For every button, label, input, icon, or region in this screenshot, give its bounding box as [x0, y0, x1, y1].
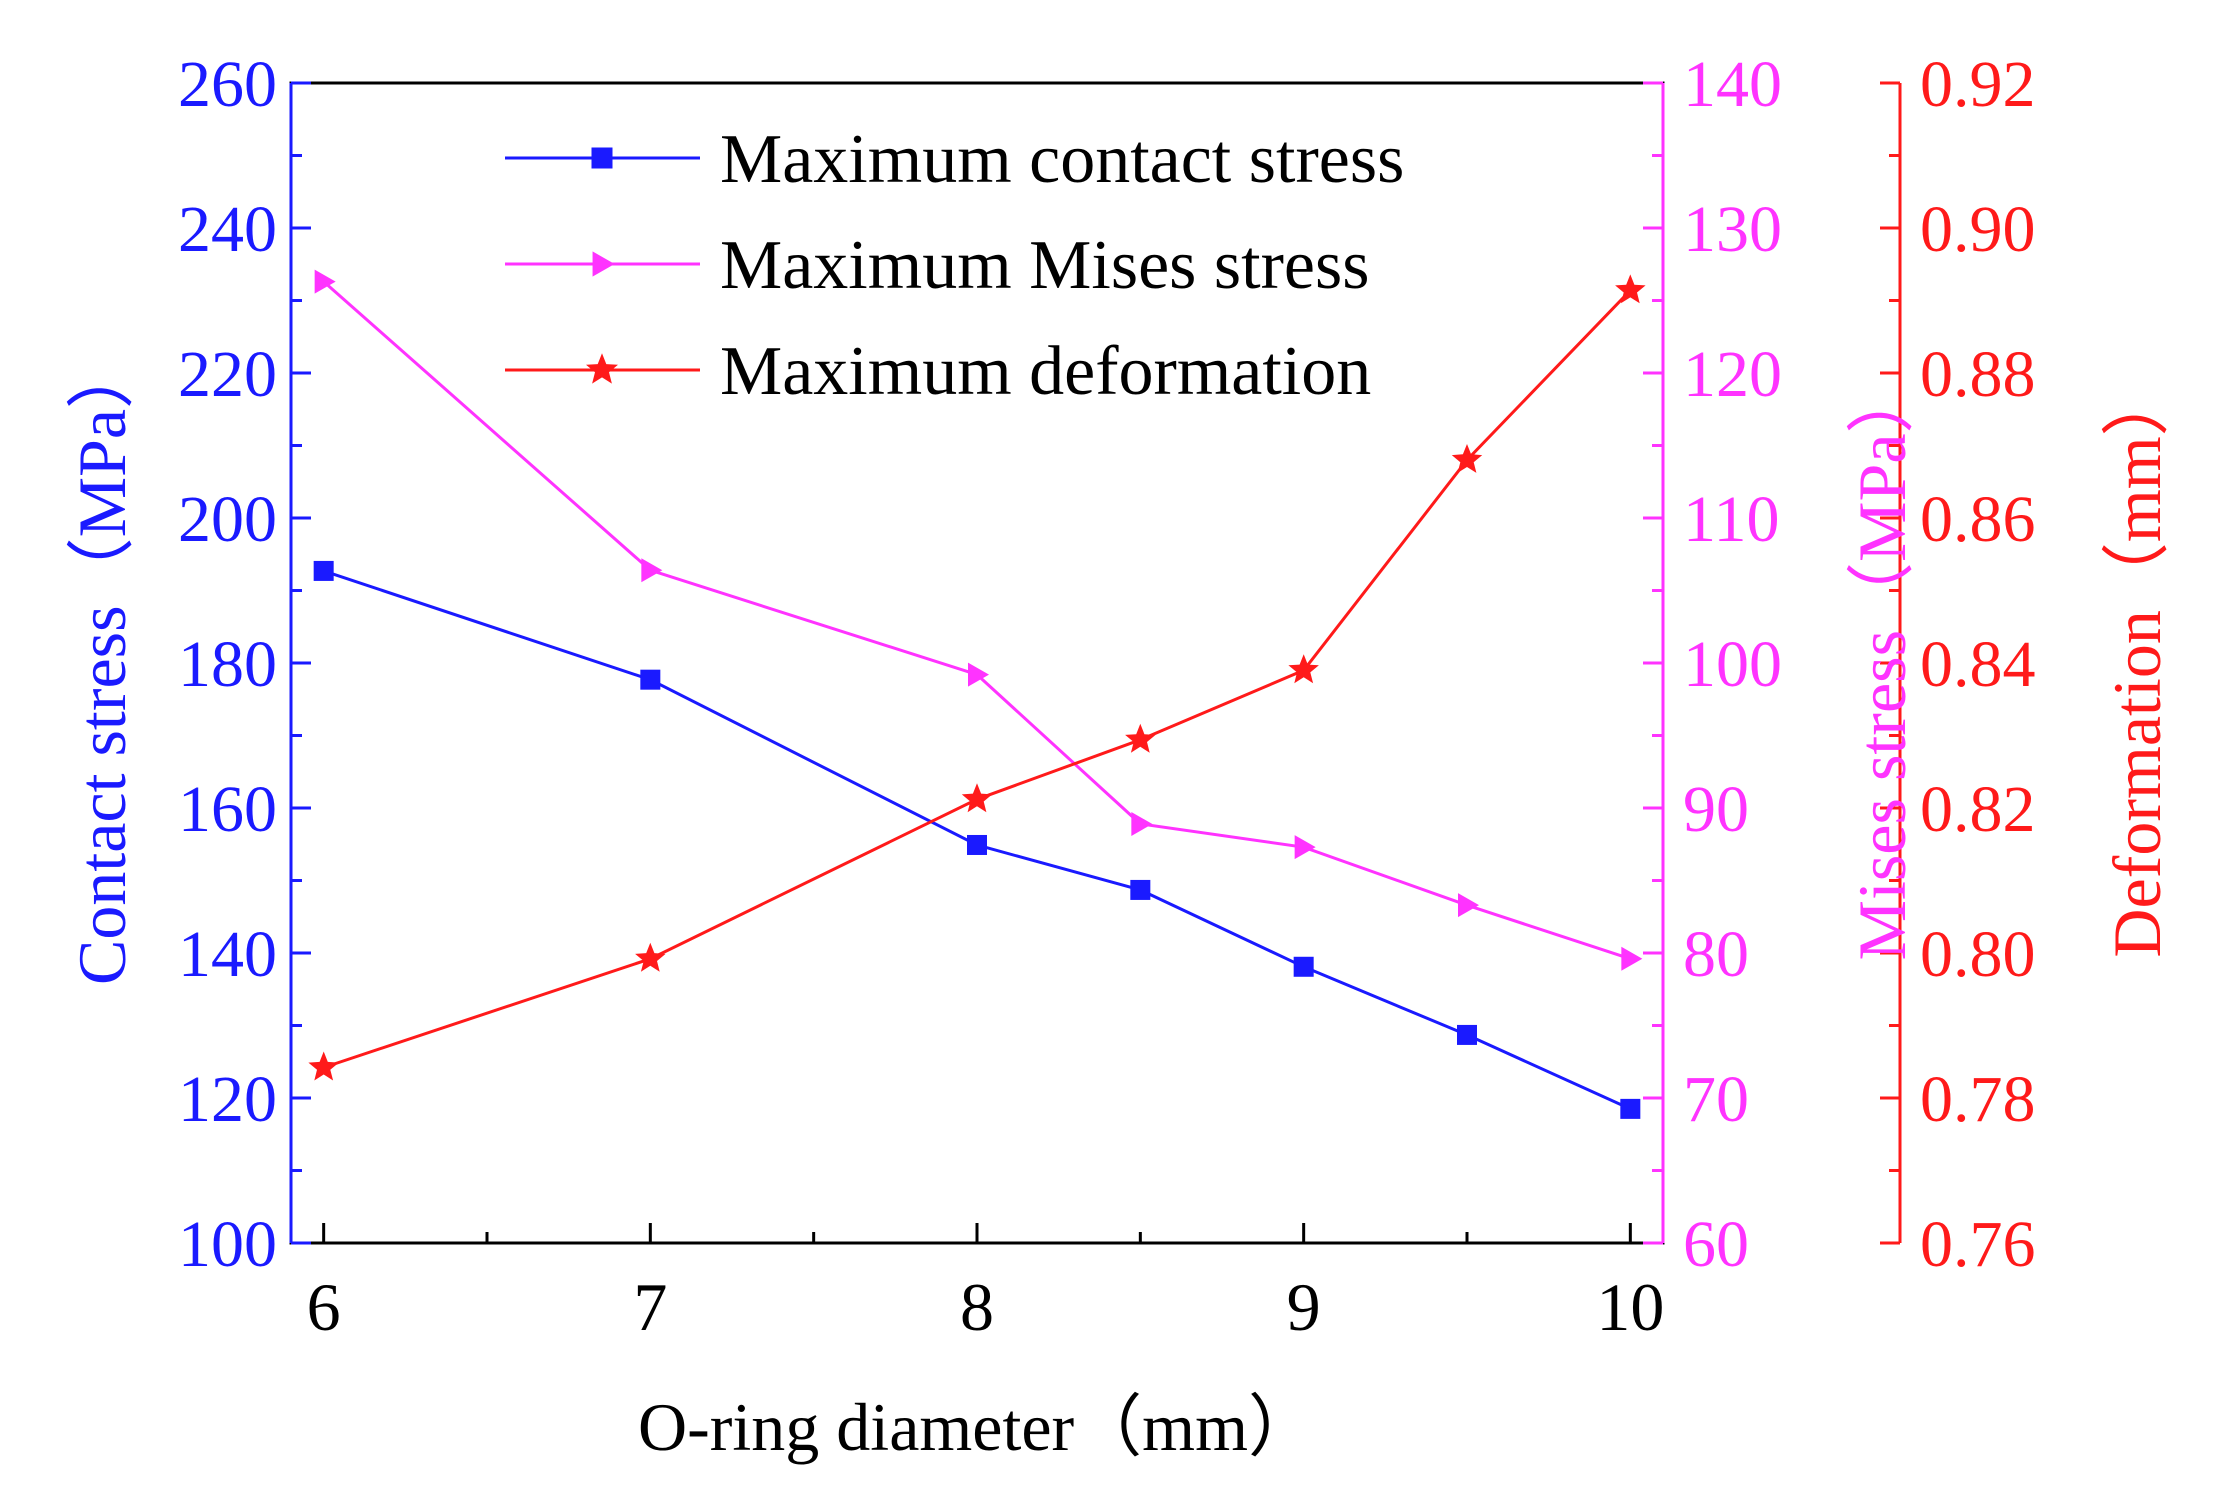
data-point: [1288, 654, 1319, 684]
y-tick-label: 60: [1683, 1208, 1749, 1281]
deformation-y-axis: 0.76 0.78 0.80 0.82 0.84 0.86 0.88 0.90 0.92: [1880, 48, 2036, 1281]
data-point: [313, 560, 334, 581]
data-point: [640, 669, 661, 690]
legend: Maximum contact stress Maximum Mises stre…: [505, 121, 1404, 410]
data-point: [1621, 946, 1643, 971]
y-tick-label: 0.90: [1920, 193, 2036, 266]
y-tick-label: 200: [178, 483, 277, 556]
y-tick-label: 0.84: [1920, 628, 2036, 701]
data-point: [1451, 444, 1483, 473]
y-tick-label: 180: [178, 628, 277, 701]
y-tick-label: 0.82: [1920, 773, 2036, 846]
left-y-axis: 100 120 140 160 180 200 220 240 260: [178, 48, 311, 1281]
legend-marker: [591, 147, 613, 169]
data-point: [1125, 723, 1156, 753]
x-axis: 6 7 8 9 10: [307, 1223, 1664, 1345]
y-tick-label: 160: [178, 773, 277, 846]
y-tick-label: 0.78: [1920, 1063, 2036, 1136]
data-point: [967, 834, 987, 855]
y-tick-label: 90: [1683, 773, 1749, 846]
x-tick-label: 7: [633, 1269, 667, 1345]
y-tick-label: 140: [178, 918, 277, 991]
data-point: [308, 1051, 339, 1081]
data-point: [1620, 1098, 1641, 1119]
y-tick-label: 110: [1683, 483, 1780, 556]
data-point: [968, 662, 989, 687]
y-tick-label: 0.80: [1920, 918, 2036, 991]
x-axis-title: O-ring diameter（mm）: [638, 1389, 1316, 1465]
y-tick-label: 0.76: [1920, 1208, 2036, 1281]
legend-marker: [586, 353, 618, 384]
data-point: [1457, 1024, 1477, 1045]
plot-area: [289, 81, 1665, 1245]
x-tick-label: 8: [960, 1269, 994, 1345]
y-tick-label: 80: [1683, 918, 1749, 991]
mises-y-axis: 60 70 80 90 100 110 120 130 140: [1643, 48, 1782, 1281]
legend-label: Maximum Mises stress: [720, 227, 1369, 304]
y-tick-label: 0.92: [1920, 48, 2036, 121]
legend-label: Maximum deformation: [720, 333, 1371, 410]
y-tick-label: 260: [178, 48, 277, 121]
x-tick-label: 10: [1596, 1269, 1664, 1345]
y-tick-label: 100: [178, 1208, 277, 1281]
data-point: [1294, 835, 1316, 860]
y-tick-label: 130: [1683, 193, 1782, 266]
y-tick-label: 0.86: [1920, 483, 2036, 556]
data-point: [1130, 879, 1151, 900]
data-point: [635, 942, 666, 972]
data-point: [1293, 956, 1314, 977]
legend-marker: [592, 251, 615, 277]
series-layer: [308, 269, 1646, 1119]
data-point: [1458, 893, 1479, 918]
y-tick-label: 220: [178, 338, 277, 411]
data-point: [641, 558, 663, 583]
mises-axis-title: Mises stress（MPa）: [1844, 365, 1920, 960]
legend-label: Maximum contact stress: [720, 121, 1404, 198]
y-tick-label: 120: [178, 1063, 277, 1136]
data-point: [314, 269, 336, 294]
deformation-axis-title: Deformation（mm）: [2099, 368, 2175, 957]
data-point: [1615, 274, 1646, 304]
y-tick-label: 70: [1683, 1063, 1749, 1136]
y-tick-label: 240: [178, 193, 277, 266]
data-point: [1131, 811, 1153, 836]
y-tick-label: 120: [1683, 338, 1782, 411]
data-point: [961, 783, 993, 813]
y-tick-label: 0.88: [1920, 338, 2036, 411]
left-axis-title: Contact stress（MPa）: [64, 341, 140, 985]
x-tick-label: 6: [307, 1269, 341, 1345]
y-tick-label: 100: [1683, 628, 1782, 701]
x-tick-label: 9: [1287, 1269, 1321, 1345]
y-tick-label: 140: [1683, 48, 1782, 121]
